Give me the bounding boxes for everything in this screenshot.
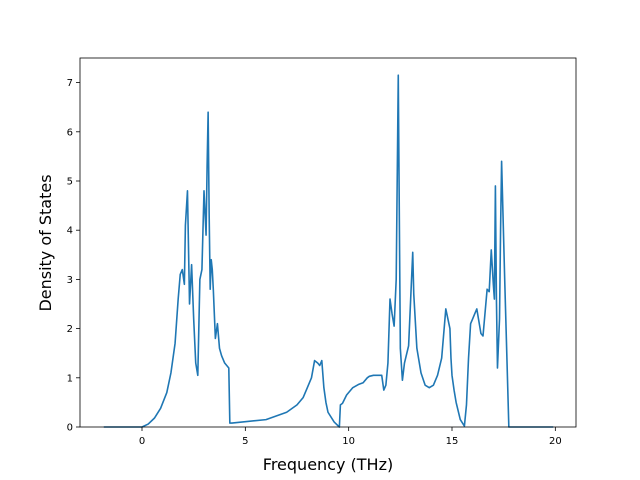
- y-axis-label: Density of States: [36, 174, 55, 311]
- dos-series-line-0: [103, 74, 554, 428]
- plot-frame: [79, 57, 577, 428]
- y-tick-label: 6: [67, 127, 73, 138]
- x-tick-label: 10: [342, 436, 355, 447]
- y-tick-label: 0: [67, 423, 73, 434]
- x-axis-ticks: 0 5 10 15 20: [139, 427, 562, 447]
- y-tick-label: 5: [67, 177, 73, 188]
- y-tick-label: 2: [67, 324, 73, 335]
- x-tick-label: 0: [139, 436, 145, 447]
- y-axis-ticks: 0 1 2 3 4 5 6 7: [67, 78, 80, 434]
- y-tick-label: 4: [67, 226, 73, 237]
- y-tick-label: 1: [67, 373, 73, 384]
- plot-area: [79, 57, 577, 428]
- x-axis-label: Frequency (THz): [263, 455, 393, 474]
- y-tick-label: 7: [67, 78, 73, 89]
- y-tick-label: 3: [67, 275, 73, 286]
- x-tick-label: 15: [446, 436, 459, 447]
- x-tick-label: 20: [549, 436, 562, 447]
- x-tick-label: 5: [242, 436, 248, 447]
